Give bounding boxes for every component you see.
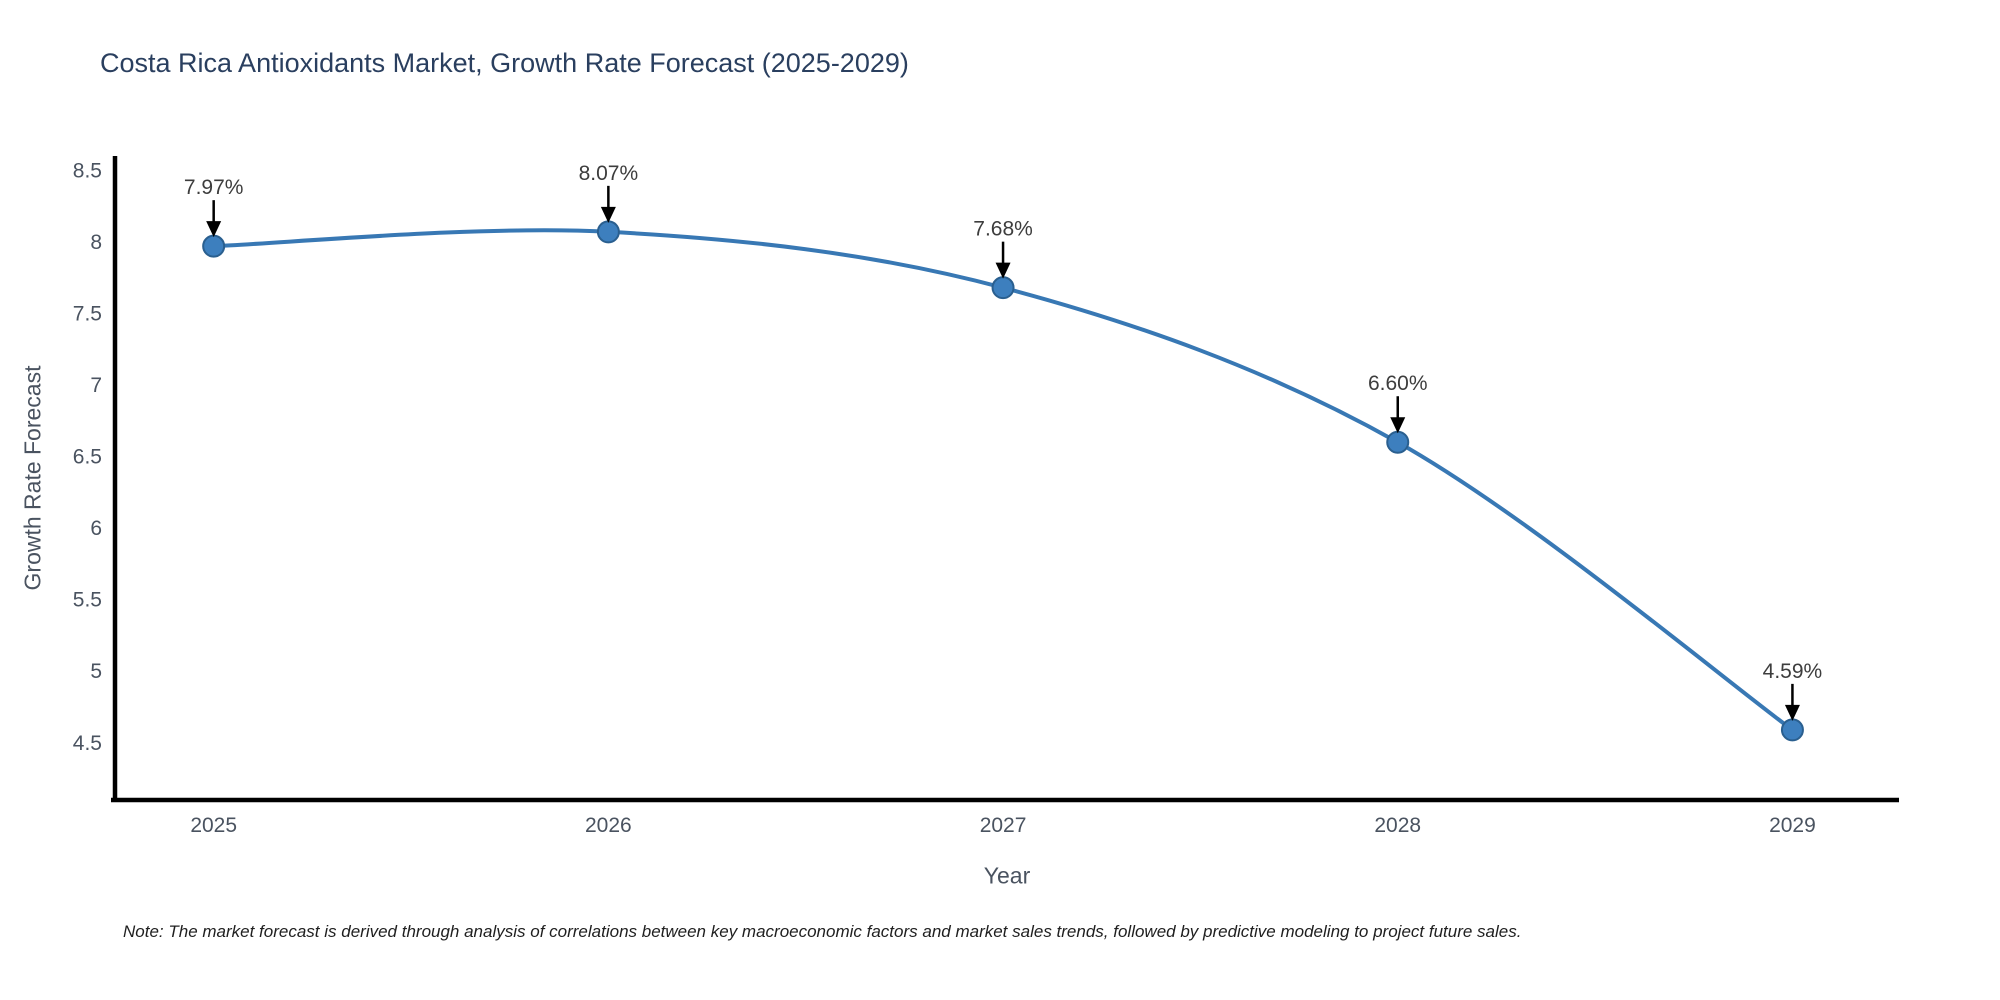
data-point-marker [991,276,1015,300]
series-line [211,228,1795,732]
y-tick-label: 4.5 [73,732,102,755]
data-point-marker [596,220,620,244]
annotation-label: 8.07% [579,162,639,185]
y-tick-label: 5.5 [73,589,102,612]
data-point-marker [1780,718,1804,742]
y-tick-label: 6 [90,517,102,540]
y-tick-label: 5 [90,660,102,683]
y-tick-label: 7.5 [73,302,102,325]
annotation-arrowhead [1390,417,1406,434]
footnote: Note: The market forecast is derived thr… [123,922,1522,941]
x-tick-label: 2028 [1374,814,1421,837]
x-tick-label: 2026 [585,814,632,837]
annotation-arrowhead [1784,704,1800,721]
annotation-arrowhead [600,206,616,223]
x-axis-title: Year [983,862,1031,889]
annotation-label: 7.68% [973,218,1033,241]
y-tick-label: 8 [90,231,102,254]
y-tick-label: 7 [90,374,102,397]
annotation-label: 6.60% [1368,372,1428,395]
annotation-arrowhead [995,262,1011,279]
x-tick-label: 2029 [1769,814,1816,837]
data-point-marker [202,234,226,258]
annotation-label: 4.59% [1763,660,1823,683]
chart-title: Costa Rica Antioxidants Market, Growth R… [100,48,909,78]
annotation-label: 7.97% [184,176,244,199]
annotation-arrowhead [206,221,222,238]
data-point-marker [1386,430,1410,454]
y-axis-title: Growth Rate Forecast [19,365,46,591]
x-tick-label: 2025 [190,814,237,837]
y-tick-label: 6.5 [73,446,102,469]
x-tick-label: 2027 [980,814,1027,837]
y-tick-label: 8.5 [73,159,102,182]
